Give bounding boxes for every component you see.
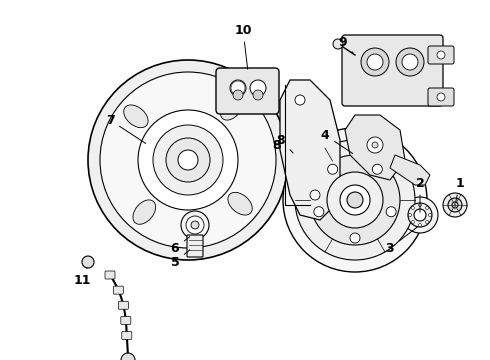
Text: 2: 2 (416, 176, 424, 212)
Circle shape (82, 256, 94, 268)
Circle shape (283, 128, 427, 272)
Text: 8: 8 (277, 134, 293, 153)
Circle shape (437, 51, 445, 59)
Circle shape (350, 233, 360, 243)
Circle shape (138, 110, 238, 210)
Circle shape (186, 216, 204, 234)
Circle shape (327, 172, 383, 228)
Ellipse shape (220, 96, 243, 120)
Text: 4: 4 (320, 129, 353, 153)
Text: 11: 11 (73, 267, 91, 287)
Polygon shape (345, 115, 405, 180)
Polygon shape (390, 155, 430, 185)
Circle shape (418, 224, 421, 226)
Circle shape (233, 90, 243, 100)
Text: 6: 6 (171, 237, 190, 255)
Circle shape (310, 155, 400, 245)
Circle shape (121, 353, 135, 360)
FancyBboxPatch shape (428, 46, 454, 64)
Circle shape (396, 48, 424, 76)
Circle shape (88, 60, 288, 260)
Circle shape (178, 150, 198, 170)
Ellipse shape (123, 105, 148, 128)
FancyBboxPatch shape (105, 271, 115, 279)
Text: 1: 1 (456, 176, 465, 202)
FancyBboxPatch shape (122, 332, 132, 339)
Circle shape (230, 80, 246, 96)
Circle shape (437, 93, 445, 101)
Circle shape (408, 203, 432, 227)
FancyBboxPatch shape (428, 88, 454, 106)
Circle shape (412, 221, 415, 224)
Circle shape (100, 72, 276, 248)
FancyBboxPatch shape (113, 286, 123, 294)
Ellipse shape (228, 192, 252, 215)
Circle shape (314, 207, 324, 217)
Circle shape (452, 202, 458, 208)
FancyBboxPatch shape (187, 235, 203, 257)
Circle shape (328, 164, 338, 174)
Text: 3: 3 (386, 227, 418, 255)
Circle shape (166, 138, 210, 182)
Circle shape (409, 213, 412, 216)
Circle shape (181, 211, 209, 239)
Circle shape (333, 39, 343, 49)
Circle shape (367, 137, 383, 153)
Circle shape (418, 203, 421, 207)
FancyBboxPatch shape (342, 35, 443, 106)
Text: 9: 9 (339, 36, 353, 53)
Circle shape (426, 221, 429, 224)
Text: 8: 8 (272, 139, 281, 152)
Circle shape (367, 54, 383, 70)
Circle shape (347, 192, 363, 208)
Circle shape (414, 209, 426, 221)
Text: 5: 5 (171, 250, 190, 269)
Text: 7: 7 (106, 113, 146, 144)
Circle shape (402, 197, 438, 233)
Circle shape (443, 193, 467, 217)
Circle shape (310, 190, 320, 200)
Circle shape (386, 207, 396, 217)
Circle shape (412, 206, 415, 210)
Circle shape (402, 54, 418, 70)
Circle shape (372, 164, 382, 174)
Circle shape (295, 140, 415, 260)
Circle shape (428, 213, 432, 216)
FancyBboxPatch shape (119, 301, 128, 309)
Circle shape (448, 198, 462, 212)
Circle shape (253, 90, 263, 100)
Circle shape (250, 80, 266, 96)
Circle shape (340, 185, 370, 215)
Circle shape (361, 48, 389, 76)
Polygon shape (280, 80, 340, 220)
Circle shape (191, 221, 199, 229)
Circle shape (153, 125, 223, 195)
Circle shape (426, 206, 429, 210)
Ellipse shape (133, 200, 156, 224)
Text: 10: 10 (234, 23, 252, 69)
Circle shape (372, 142, 378, 148)
FancyBboxPatch shape (121, 316, 131, 324)
Circle shape (295, 95, 305, 105)
FancyBboxPatch shape (216, 68, 279, 114)
